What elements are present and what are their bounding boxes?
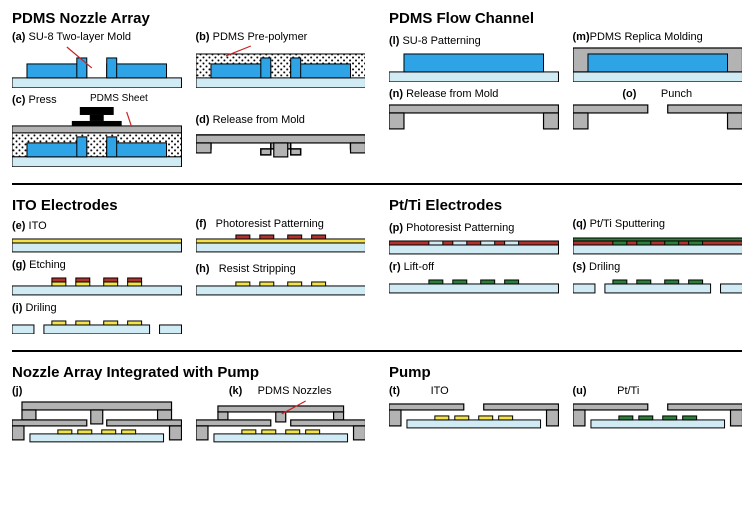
col-channel: PDMS Flow Channel (l) SU-8 Patterning (m… (389, 10, 742, 173)
fig-r (389, 274, 559, 294)
row-channel-1: (l) SU-8 Patterning (m)PDMS Replica Mold… (389, 31, 742, 82)
step-i: (i) Driling (12, 302, 182, 335)
label-c-extra: PDMS Sheet (90, 94, 148, 104)
step-d: (d) Release from Mold (196, 114, 366, 167)
label-q: (q) Pt/Ti Sputtering (573, 218, 743, 230)
fig-g (12, 272, 182, 296)
row-pt-2: (r) Lift-off (s) Driling (389, 261, 742, 294)
step-a: (a) SU-8 Two-layer Mold (12, 31, 182, 88)
fig-n (389, 101, 559, 131)
step-m: (m)PDMS Replica Molding (573, 31, 743, 82)
fig-l (389, 48, 559, 82)
divider-1 (12, 183, 742, 185)
step-q: (q) Pt/Ti Sputtering (573, 218, 743, 255)
row-nozzle-2: (c) Press PDMS Sheet (12, 94, 365, 167)
step-g: (g) Etching (12, 259, 182, 296)
step-b: (b) PDMS Pre-polymer (196, 31, 366, 88)
fig-i (12, 315, 182, 335)
row-2: ITO Electrodes (e) ITO (f) Photoresist P… (12, 197, 742, 341)
fig-a (12, 44, 182, 88)
col-pt: Pt/Ti Electrodes (p) Photoresist Pattern… (389, 197, 742, 341)
label-r: (r) Lift-off (389, 261, 559, 273)
label-l: (l) SU-8 Patterning (389, 35, 559, 47)
label-i: (i) Driling (12, 302, 182, 314)
label-k: (k) PDMS Nozzles (196, 385, 366, 397)
label-d: (d) Release from Mold (196, 114, 366, 126)
step-u: (u) Pt/Ti (573, 385, 743, 434)
fig-m (573, 44, 743, 82)
col-integ: Nozzle Array Integrated with Pump (j) (12, 364, 365, 450)
label-g: (g) Etching (12, 259, 182, 271)
fig-j (12, 398, 182, 444)
row-1: PDMS Nozzle Array (a) SU-8 Two-layer Mol… (12, 10, 742, 173)
label-u: (u) Pt/Ti (573, 385, 743, 397)
step-j: (j) (12, 385, 182, 444)
col-ito: ITO Electrodes (e) ITO (f) Photoresist P… (12, 197, 365, 341)
label-j: (j) (12, 385, 182, 397)
fig-f (196, 231, 366, 253)
fig-b (196, 44, 366, 88)
divider-2 (12, 350, 742, 352)
step-t: (t) ITO (389, 385, 559, 434)
label-s: (s) Driling (573, 261, 743, 273)
label-f: (f) Photoresist Patterning (196, 218, 366, 230)
fig-d (196, 127, 366, 167)
row-ito-1: (e) ITO (f) Photoresist Patterning (12, 218, 365, 253)
col-pump: Pump (t) ITO (389, 364, 742, 450)
fig-o (573, 101, 743, 131)
step-k: (k) PDMS Nozzles (196, 385, 366, 444)
label-e: (e) ITO (12, 220, 182, 232)
row-ito-2: (g) Etching (h) Resis (12, 259, 365, 296)
step-c: (c) Press PDMS Sheet (12, 94, 182, 167)
fig-c (12, 107, 182, 167)
fig-p (389, 235, 559, 255)
label-o: (o) Punch (573, 88, 743, 100)
label-p: (p) Photoresist Patterning (389, 222, 559, 234)
step-n: (n) Release from Mold (389, 88, 559, 131)
fig-q (573, 231, 743, 255)
label-c: (c) Press PDMS Sheet (12, 94, 182, 106)
step-h: (h) Resist Stripping (196, 263, 366, 296)
label-t: (t) ITO (389, 385, 559, 397)
row-nozzle-1: (a) SU-8 Two-layer Mold (b) PDMS Pre-pol… (12, 31, 365, 88)
row-pt-1: (p) Photoresist Patterning (q) Pt/Ti Spu… (389, 218, 742, 255)
row-integ-1: (j) (12, 385, 365, 444)
title-channel: PDMS Flow Channel (389, 10, 742, 27)
title-pt: Pt/Ti Electrodes (389, 197, 742, 214)
fig-u (573, 398, 743, 434)
label-b: (b) PDMS Pre-polymer (196, 31, 366, 43)
row-channel-2: (n) Release from Mold (o) Punch (389, 88, 742, 131)
fig-k (196, 398, 366, 444)
step-e: (e) ITO (12, 220, 182, 253)
title-integ: Nozzle Array Integrated with Pump (12, 364, 365, 381)
row-ito-3: (i) Driling (12, 302, 365, 335)
step-s: (s) Driling (573, 261, 743, 294)
fig-t (389, 398, 559, 434)
step-p: (p) Photoresist Patterning (389, 222, 559, 255)
label-h: (h) Resist Stripping (196, 263, 366, 275)
step-r: (r) Lift-off (389, 261, 559, 294)
row-3: Nozzle Array Integrated with Pump (j) (12, 364, 742, 450)
label-a: (a) SU-8 Two-layer Mold (12, 31, 182, 43)
col-nozzle: PDMS Nozzle Array (a) SU-8 Two-layer Mol… (12, 10, 365, 173)
fig-h (196, 276, 366, 296)
step-f: (f) Photoresist Patterning (196, 218, 366, 253)
title-nozzle: PDMS Nozzle Array (12, 10, 365, 27)
title-ito: ITO Electrodes (12, 197, 365, 214)
label-n: (n) Release from Mold (389, 88, 559, 100)
step-l: (l) SU-8 Patterning (389, 35, 559, 82)
label-m: (m)PDMS Replica Molding (573, 31, 743, 43)
row-pump-1: (t) ITO (u) P (389, 385, 742, 434)
title-pump: Pump (389, 364, 742, 381)
fig-s (573, 274, 743, 294)
fig-e (12, 233, 182, 253)
step-o: (o) Punch (573, 88, 743, 131)
